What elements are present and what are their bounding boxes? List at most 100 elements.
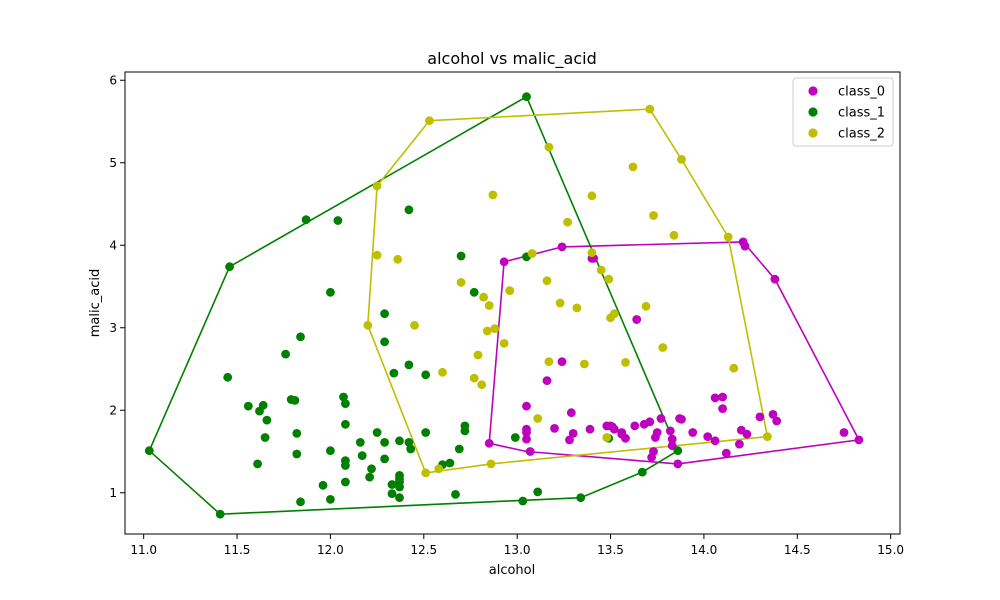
class_1-point [326,287,335,297]
class_0-point [854,435,864,445]
class_1-point [339,392,348,402]
class_2-point [542,276,552,286]
class_1-point [243,401,253,411]
class_2-point [563,217,572,227]
class_0-point [710,393,720,403]
class_1-point [341,456,350,465]
x-tick-label: 12.0 [317,543,344,557]
class_0-point [602,421,612,431]
class_1-point [460,421,470,431]
y-axis-label: malic_acid [88,269,103,337]
class_0-point [566,408,576,418]
class_2-point [505,286,515,295]
x-tick-label: 14.5 [784,543,811,557]
class_2-point [477,380,487,390]
class_1-point [510,433,520,442]
class_0-point [557,242,567,252]
class_1-point [404,438,414,447]
class_0-point [522,434,531,444]
class_0-point [585,424,595,434]
class_2-point [527,249,537,258]
class_0-point [839,428,849,437]
legend-label-class_2: class_2 [838,127,885,142]
class_0-point [718,392,727,402]
class_2-point [434,464,444,474]
class_1-point [395,436,404,446]
class_1-point [253,459,262,469]
y-tick-label: 6 [109,73,117,87]
x-axis-label: alcohol [489,563,535,578]
class_0-point [710,436,720,446]
class_0-point [484,438,494,448]
class_0-point [632,315,642,324]
class_1-point [387,489,397,498]
class_0-point [703,432,713,441]
class_1-point [365,472,374,482]
class_1-point [576,493,586,503]
x-tick-label: 11.5 [224,543,251,557]
class_0-point [736,425,746,435]
class_2-point [628,162,638,172]
class_1-point [292,429,302,438]
class_1-point [421,428,431,437]
class_2-point [484,301,494,310]
class_1-point [404,360,414,370]
class_2-point [580,359,589,369]
class_1-point [333,216,343,225]
class_0-point [522,401,531,411]
class_2-point [544,142,554,152]
legend-marker-class_2 [808,128,818,138]
class_2-point [645,104,655,114]
class_1-point [454,444,464,454]
class_1-point [469,287,479,297]
class_0-point [656,414,666,423]
class_1-point [296,497,305,507]
class_2-point [658,343,668,352]
class_1-point [296,332,305,342]
class_1-point [387,480,397,489]
class_0-point [639,419,649,429]
class_1-point [380,337,389,347]
class_2-point [488,190,498,200]
class_1-point [301,215,311,225]
class_2-point [473,350,483,360]
class_1-point [262,415,272,425]
class_1-point [406,444,416,454]
class_1-point [451,490,460,499]
class_0-point [525,447,535,456]
class_2-point [372,181,382,191]
class_1-point [380,309,389,319]
class_2-point [621,358,630,367]
class_1-point [225,262,235,272]
class_0-point [772,416,782,426]
class_2-point [533,414,543,423]
legend-label-class_1: class_1 [838,106,885,121]
class_0-point [651,433,660,442]
class_2-point [641,301,651,311]
class_2-point [469,373,479,383]
x-tick-label: 13.0 [504,543,531,557]
class_2-point [421,468,431,478]
class_2-point [486,459,496,469]
class_1-point [144,446,154,456]
class_1-point [404,205,414,215]
class_2-point [677,155,686,164]
class_0-point [688,428,698,437]
class_1-point [341,399,350,408]
class_1-point [341,419,350,429]
class_2-point [372,250,382,260]
y-tick-label: 5 [109,156,117,170]
x-tick-label: 13.5 [597,543,624,557]
class_1-point [258,400,268,410]
legend-marker-class_1 [808,107,818,117]
class_0-point [665,426,675,436]
class_0-point [718,404,727,413]
class_2-point [649,211,658,220]
class_1-point [395,493,404,503]
class_1-point [281,349,290,359]
class_0-point [721,448,731,458]
points-layer [144,92,864,519]
class_1-point [445,458,455,468]
class_1-point [355,438,365,447]
